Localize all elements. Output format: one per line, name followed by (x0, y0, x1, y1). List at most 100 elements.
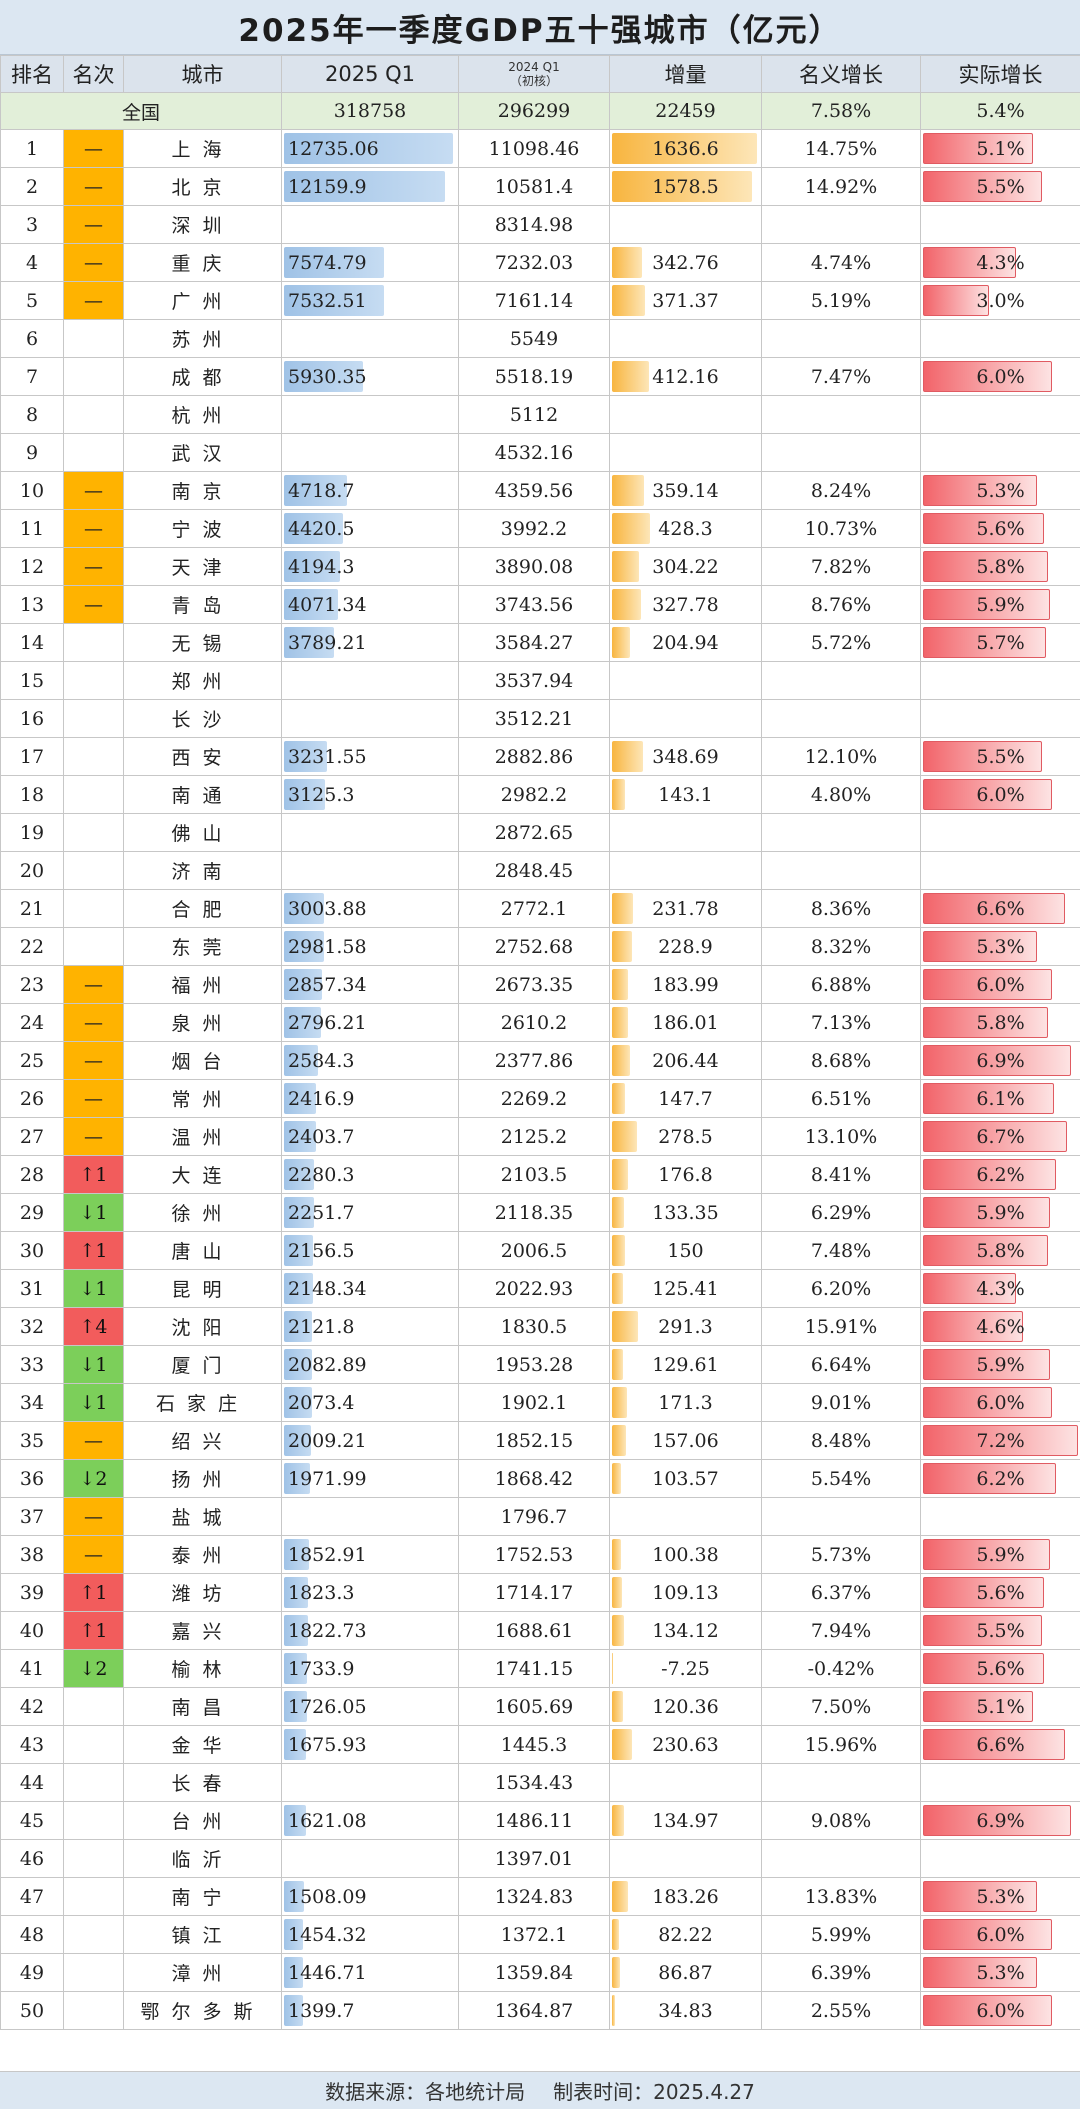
q1-2024-cell-text: 8314.98 (495, 214, 574, 236)
q1-2024-cell: 5518.19 (459, 358, 610, 396)
rank-cell: 49 (1, 1954, 64, 1992)
city-name: 常州 (124, 1080, 282, 1118)
nominal-growth-cell-text: -0.42% (808, 1658, 875, 1680)
q1-2025-cell (282, 700, 459, 738)
q1-2024-cell: 4532.16 (459, 434, 610, 472)
increase-cell: 176.8 (610, 1156, 762, 1194)
rank-change-badge (64, 1840, 124, 1878)
rank-change-badge: — (64, 548, 124, 586)
nominal-growth-cell: 6.88% (762, 966, 921, 1004)
rank-cell-text: 42 (20, 1696, 44, 1718)
q1-2025-cell: 2251.7 (282, 1194, 459, 1232)
q1-2024-cell-text: 2610.2 (501, 1012, 567, 1034)
q1-2025-cell: 1823.3 (282, 1574, 459, 1612)
q1-2025-cell: 1726.05 (282, 1688, 459, 1726)
nominal-growth-cell (762, 434, 921, 472)
increase-cell: 348.69 (610, 738, 762, 776)
rank-cell: 20 (1, 852, 64, 890)
rank-cell: 2 (1, 168, 64, 206)
real-growth-cell: 5.9% (921, 1194, 1080, 1232)
rank-change-badge-text: ↑1 (79, 1582, 107, 1604)
real-growth-cell: 5.1% (921, 130, 1080, 168)
rank-change-badge-text: ↓1 (79, 1354, 107, 1376)
nominal-growth-cell-text: 5.54% (811, 1468, 871, 1490)
city-name: 合肥 (124, 890, 282, 928)
real-growth-cell-text: 5.1% (921, 1696, 1080, 1718)
real-growth-cell: 6.0% (921, 966, 1080, 1004)
real-growth-cell-text: 5.8% (921, 1240, 1080, 1262)
q1-2024-cell-text: 1688.61 (495, 1620, 574, 1642)
increase-cell: 204.94 (610, 624, 762, 662)
rank-change-badge (64, 1726, 124, 1764)
city-name-text: 沈阳 (171, 1317, 233, 1339)
q1-2025-cell (282, 434, 459, 472)
rank-change-badge: — (64, 1080, 124, 1118)
q1-2024-cell-text: 2125.2 (501, 1126, 567, 1148)
increase-cell: 109.13 (610, 1574, 762, 1612)
q1-2025-cell: 3789.21 (282, 624, 459, 662)
rank-cell: 19 (1, 814, 64, 852)
increase-cell-text: 1578.5 (610, 176, 761, 198)
q1-2024-cell-text: 1397.01 (495, 1848, 574, 1870)
real-growth-cell-text: 6.2% (921, 1164, 1080, 1186)
increase-cell: 1578.5 (610, 168, 762, 206)
q1-2025-cell: 4718.7 (282, 472, 459, 510)
real-growth-cell (921, 206, 1080, 244)
q1-2024-cell: 2882.86 (459, 738, 610, 776)
increase-cell-text: 86.87 (610, 1962, 761, 1984)
q1-2025-cell-text: 2403.7 (282, 1126, 458, 1148)
rank-cell: 24 (1, 1004, 64, 1042)
rank-cell: 27 (1, 1118, 64, 1156)
rank-cell-text: 23 (20, 974, 44, 996)
q1-2024-cell-text: 5549 (510, 328, 558, 350)
increase-cell (610, 662, 762, 700)
real-growth-cell-text: 6.9% (921, 1050, 1080, 1072)
q1-2024-cell-text: 1852.15 (495, 1430, 574, 1452)
city-name-text: 临沂 (171, 1849, 233, 1871)
nominal-growth-cell-text: 10.73% (805, 518, 877, 540)
city-name: 潍坊 (124, 1574, 282, 1612)
q1-2024-cell-text: 7232.03 (495, 252, 574, 274)
increase-cell: 133.35 (610, 1194, 762, 1232)
rank-change-badge-text: — (84, 1544, 103, 1566)
real-growth-cell-text: 6.9% (921, 1810, 1080, 1832)
city-name-text: 西安 (171, 747, 233, 769)
increase-cell (610, 814, 762, 852)
rank-cell-text: 20 (20, 860, 44, 882)
real-growth-cell: 6.0% (921, 1384, 1080, 1422)
header-nominal: 名义增长 (762, 56, 921, 93)
real-growth-cell: 5.5% (921, 738, 1080, 776)
q1-2025-cell (282, 1498, 459, 1536)
q1-2024-cell-text: 1830.5 (501, 1316, 567, 1338)
q1-2024-cell: 2752.68 (459, 928, 610, 966)
increase-cell (610, 434, 762, 472)
q1-2024-cell: 1714.17 (459, 1574, 610, 1612)
q1-2024-cell-text: 2882.86 (495, 746, 574, 768)
nominal-growth-cell: 5.54% (762, 1460, 921, 1498)
increase-cell-text: 125.41 (610, 1278, 761, 1300)
q1-2025-cell: 2796.21 (282, 1004, 459, 1042)
rank-change-badge-text: — (84, 1050, 103, 1072)
nominal-growth-cell-text: 14.92% (805, 176, 877, 198)
rank-change-badge: — (64, 1042, 124, 1080)
q1-2024-cell: 7161.14 (459, 282, 610, 320)
real-growth-cell (921, 814, 1080, 852)
rank-cell-text: 38 (20, 1544, 44, 1566)
real-growth-cell: 6.0% (921, 358, 1080, 396)
city-name: 唐山 (124, 1232, 282, 1270)
rank-change-badge (64, 890, 124, 928)
city-name-text: 武汉 (171, 443, 233, 465)
real-growth-cell-text: 5.6% (921, 1658, 1080, 1680)
